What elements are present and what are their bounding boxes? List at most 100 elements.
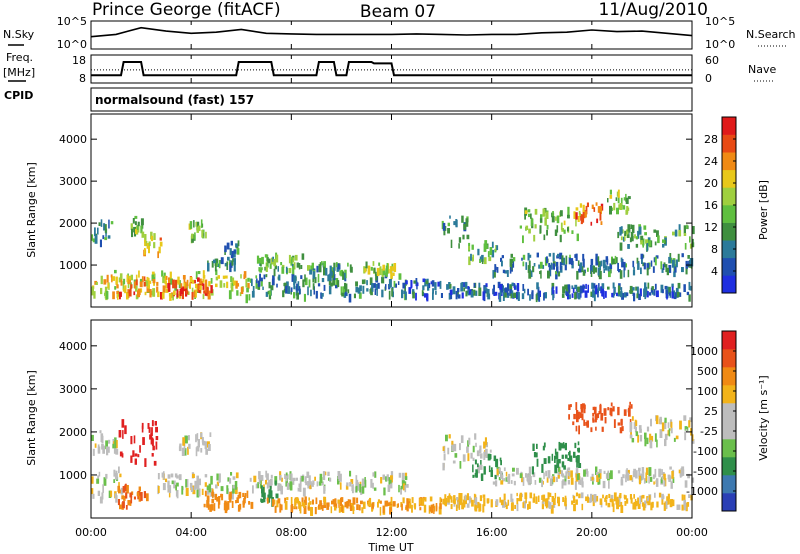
power-cell — [371, 283, 374, 292]
velocity-cell — [640, 495, 643, 503]
power-cell — [240, 286, 244, 294]
velocity-cell — [565, 504, 567, 510]
power-cell — [555, 261, 559, 267]
power-cell — [664, 285, 668, 290]
velocity-cell — [620, 479, 624, 486]
velocity-cell — [681, 504, 684, 511]
velocity-cell — [638, 425, 642, 430]
power-cell — [545, 256, 548, 264]
power-cell — [585, 205, 588, 215]
power-cell — [251, 278, 253, 287]
velocity-cell — [314, 476, 316, 481]
velocity-cell — [668, 428, 671, 437]
power-cell — [392, 291, 394, 298]
power-cell — [203, 290, 206, 294]
power-cell — [521, 257, 523, 261]
velocity-cell — [352, 497, 356, 505]
velocity-cell — [612, 406, 615, 412]
power-cell — [337, 280, 340, 288]
velocity-cell — [448, 434, 451, 439]
velocity-cell — [189, 482, 193, 488]
power-cell — [536, 252, 539, 258]
velocity-cell — [653, 481, 655, 485]
velocity-cell — [688, 494, 691, 498]
power-cell — [461, 292, 464, 299]
power-cell — [646, 267, 649, 276]
power-cell — [124, 285, 127, 294]
velocity-cell — [195, 447, 198, 457]
power-cell — [548, 263, 551, 268]
power-cell — [650, 260, 653, 267]
velocity-cell — [568, 471, 571, 477]
power-cell — [397, 281, 400, 285]
power-cell — [610, 265, 612, 274]
power-cell — [510, 258, 514, 264]
velocity-cell — [475, 442, 477, 448]
velocity-cell — [293, 477, 296, 482]
velocity-cell — [489, 449, 492, 453]
power-cell — [587, 284, 589, 293]
velocity-cell — [643, 478, 646, 484]
power-cell — [129, 279, 131, 285]
power-cell — [443, 226, 446, 236]
velocity-cell — [603, 470, 606, 474]
velocity-cell — [630, 497, 633, 504]
power-cell — [382, 270, 386, 276]
velocity-cell — [255, 483, 259, 489]
velocity-cell — [507, 499, 510, 506]
power-cell — [160, 292, 163, 300]
velocity-cell — [578, 493, 581, 499]
velocity-cell — [661, 493, 664, 500]
power-cell — [107, 235, 111, 239]
velocity-cell — [299, 485, 302, 492]
power-cell — [640, 267, 642, 275]
power-cell — [493, 269, 496, 278]
power-cell — [119, 291, 122, 297]
velocity-cell — [151, 420, 154, 427]
power-cell — [135, 279, 138, 286]
power-cell — [159, 241, 163, 247]
velocity-cell — [423, 504, 427, 513]
power-cell — [607, 198, 609, 203]
power-cell — [136, 225, 139, 230]
power-cell — [654, 241, 657, 246]
velocity-cell — [650, 435, 654, 442]
power-cell — [258, 267, 261, 272]
velocity-cell — [132, 450, 135, 457]
power-cell — [268, 290, 272, 296]
velocity-cell — [564, 454, 568, 459]
velocity-cell — [107, 446, 110, 453]
power-cell — [390, 273, 393, 279]
velocity-cell — [400, 487, 402, 495]
velocity-cell — [621, 426, 624, 432]
power-cell — [197, 271, 201, 275]
power-cell — [528, 270, 532, 279]
velocity-cell — [561, 454, 564, 459]
velocity-cell — [360, 500, 363, 505]
velocity-cell — [455, 504, 458, 511]
velocity-cell — [575, 492, 578, 497]
velocity-cell — [249, 477, 252, 482]
power-cell — [574, 292, 577, 300]
power-cell — [613, 286, 616, 295]
power-cell — [357, 287, 361, 294]
velocity-cell — [295, 477, 298, 481]
power-band — [607, 189, 631, 215]
velocity-cell — [681, 469, 685, 476]
power-cell — [611, 258, 615, 265]
velocity-cell — [377, 499, 380, 504]
power-cell — [264, 254, 267, 258]
power-cell — [100, 275, 103, 285]
power-cell — [434, 282, 437, 291]
velocity-cell — [211, 499, 215, 504]
velocity-cell — [576, 415, 579, 423]
velocity-cell — [549, 478, 553, 486]
power-cell — [591, 204, 594, 209]
velocity-cell — [195, 434, 197, 443]
power-cell — [678, 224, 681, 232]
power-cell — [509, 284, 513, 290]
velocity-cell — [373, 487, 377, 491]
power-cell — [243, 274, 246, 280]
power-cell — [511, 282, 514, 287]
velocity-cell — [562, 497, 564, 502]
